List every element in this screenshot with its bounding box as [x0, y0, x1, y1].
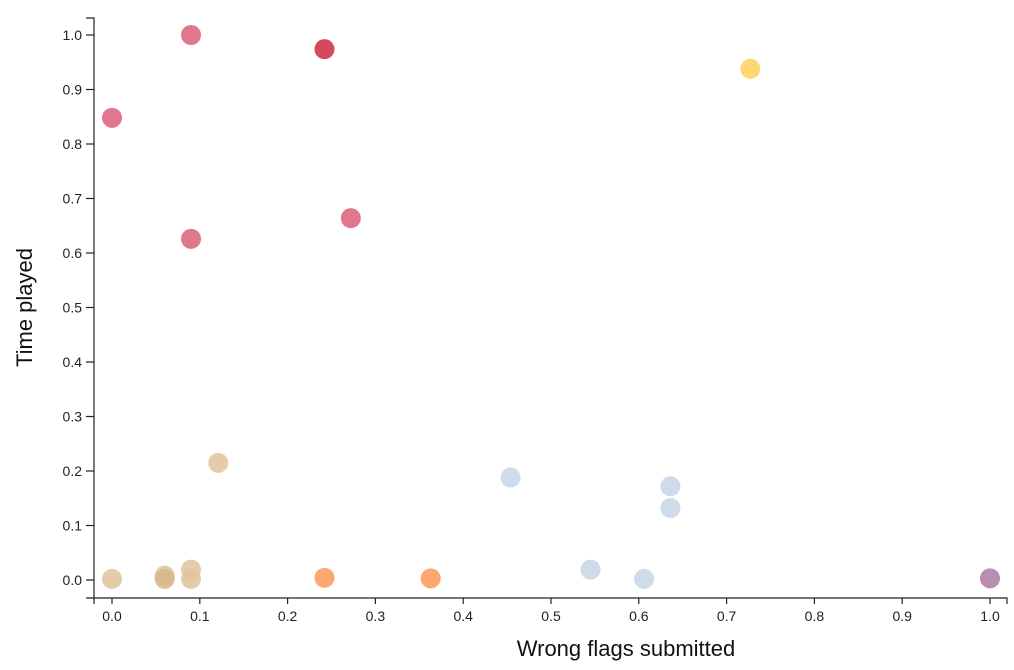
- data-point: [634, 568, 655, 589]
- x-tick-label: 0.5: [541, 608, 561, 624]
- y-tick-label: 0.7: [63, 191, 83, 207]
- y-tick-label: 0.5: [63, 300, 83, 316]
- data-points: [102, 25, 1000, 589]
- data-point: [420, 568, 441, 589]
- y-tick-label: 0.9: [63, 82, 83, 98]
- x-axis: 0.0 0.1 0.2 0.3 0.4 0.5 0.6 0.7 0.8 0.9 1.0: [93, 597, 1008, 624]
- data-point: [181, 568, 202, 589]
- data-point: [102, 568, 122, 589]
- data-point: [580, 559, 601, 580]
- x-tick-label: 0.3: [366, 608, 386, 624]
- y-axis: 0.0 0.1 0.2 0.3 0.4 0.5 0.6 0.7 0.8 0.9 1.0: [63, 17, 95, 599]
- y-tick-label: 0.6: [63, 245, 83, 261]
- data-point: [154, 568, 175, 589]
- y-tick-label: 0.3: [63, 409, 83, 425]
- data-point: [660, 498, 681, 519]
- x-tick-label: 1.0: [980, 608, 1000, 624]
- x-tick-label: 0.0: [102, 608, 122, 624]
- y-tick-label: 0.4: [63, 354, 83, 370]
- x-tick-label: 0.4: [453, 608, 473, 624]
- y-tick-label: 0.8: [63, 136, 83, 152]
- y-tick-label: 0.2: [63, 463, 83, 479]
- data-point: [660, 476, 681, 497]
- data-point: [102, 107, 122, 128]
- y-tick-label: 1.0: [63, 27, 83, 43]
- data-point: [181, 25, 202, 45]
- data-point: [314, 39, 335, 60]
- data-point: [181, 228, 202, 249]
- x-tick-label: 0.8: [805, 608, 825, 624]
- y-axis-title: Time played: [12, 248, 37, 367]
- data-point: [314, 567, 335, 588]
- data-point: [340, 208, 361, 229]
- x-tick-label: 0.2: [278, 608, 298, 624]
- data-point: [740, 58, 761, 79]
- y-tick-label: 0.0: [63, 572, 83, 588]
- x-tick-label: 0.1: [190, 608, 210, 624]
- x-tick-label: 0.9: [892, 608, 912, 624]
- y-tick-label: 0.1: [63, 518, 83, 534]
- data-point: [500, 467, 521, 488]
- x-axis-title: Wrong flags submitted: [517, 636, 735, 661]
- data-point: [980, 568, 1000, 589]
- x-tick-label: 0.7: [717, 608, 737, 624]
- x-tick-label: 0.6: [629, 608, 649, 624]
- data-point: [208, 452, 229, 473]
